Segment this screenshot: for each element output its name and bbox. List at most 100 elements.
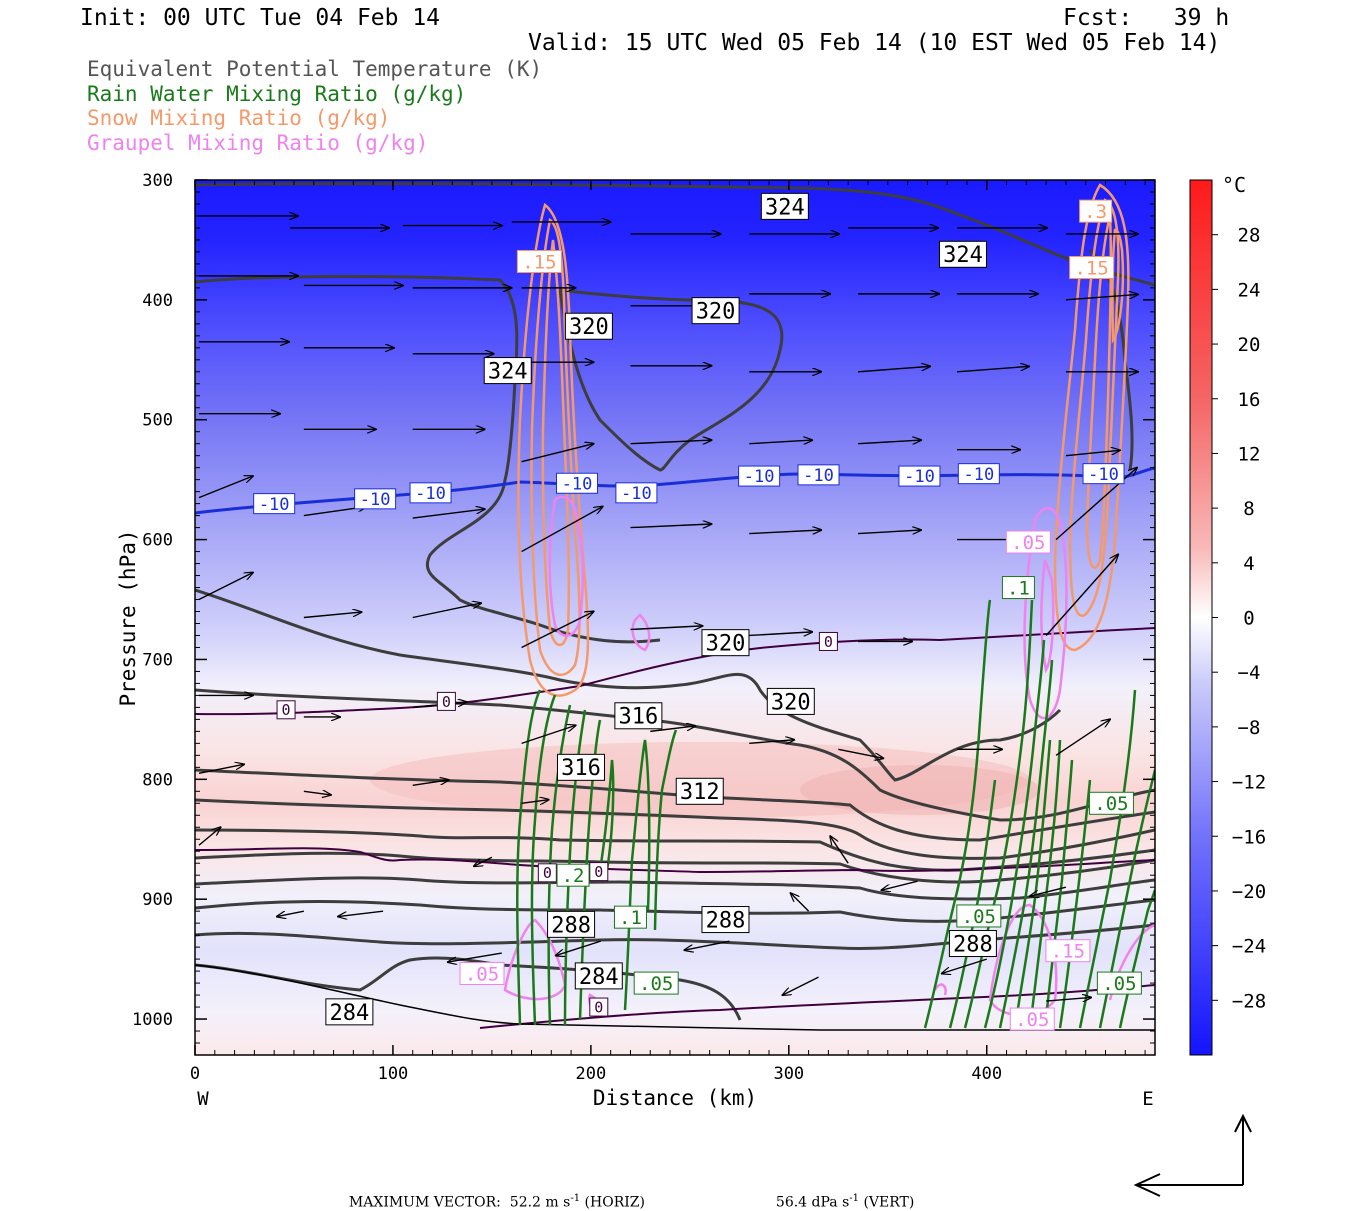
wind-vector bbox=[412, 603, 481, 619]
freezing-label-box bbox=[276, 700, 296, 720]
graupel-label: .05 bbox=[1015, 1009, 1049, 1031]
wind-vector bbox=[303, 791, 331, 795]
rain-label-box bbox=[1096, 971, 1142, 995]
isotherm-label: -10 bbox=[803, 466, 834, 486]
colorbar-tick-label: −16 bbox=[1232, 826, 1266, 848]
wind-vector bbox=[1065, 450, 1120, 457]
horiz-exponent: -1 bbox=[570, 1193, 581, 1204]
wind-vector bbox=[556, 940, 601, 955]
wind-vector bbox=[448, 952, 502, 962]
legend-snow: Snow Mixing Ratio (g/kg) bbox=[87, 106, 391, 130]
wind-vector bbox=[630, 524, 711, 528]
isotherm-label-box bbox=[1082, 463, 1125, 485]
graupel-label: .15 bbox=[1051, 941, 1085, 963]
wind-vector bbox=[338, 910, 384, 916]
rain-label: .05 bbox=[639, 973, 673, 995]
theta-e-label: 324 bbox=[943, 243, 983, 268]
isotherm-label-box bbox=[253, 493, 296, 515]
isotherm-zero bbox=[195, 627, 1155, 716]
theta-e-316 bbox=[195, 688, 1155, 822]
wind-vector bbox=[858, 530, 921, 534]
isotherm-label: -10 bbox=[259, 495, 290, 515]
theta-e-label-box bbox=[939, 240, 987, 268]
theta-e-296 bbox=[195, 876, 1155, 901]
x-east-label: E bbox=[1142, 1088, 1153, 1110]
x-tick-label: 0 bbox=[190, 1064, 200, 1084]
isotherm-label: -10 bbox=[621, 484, 652, 504]
rain-label-box bbox=[613, 905, 647, 929]
freezing-label: 0 bbox=[594, 998, 603, 1016]
freezing-label-box bbox=[589, 862, 609, 882]
contour-labels: 324 324 320 320 324 320 320 316 316 312 288 288 288 2… bbox=[253, 192, 1142, 1031]
theta-e-label: 320 bbox=[569, 315, 609, 340]
theta-e-324-upper bbox=[195, 182, 1155, 287]
theta-e-label-box bbox=[701, 906, 750, 934]
wind-vector bbox=[749, 440, 812, 444]
wind-vector bbox=[858, 440, 921, 444]
theta-e-324-left bbox=[195, 274, 661, 644]
isotherm-zero-lower bbox=[195, 847, 1155, 874]
isotherm-label: -10 bbox=[415, 484, 446, 504]
snow-label: .15 bbox=[522, 251, 556, 273]
wind-vector bbox=[198, 764, 244, 775]
colorbar-tick-label: −20 bbox=[1232, 881, 1266, 903]
wind-vector bbox=[474, 856, 493, 866]
colorbar-tick-label: 0 bbox=[1243, 608, 1254, 630]
rain-label: .05 bbox=[1094, 793, 1128, 815]
colorbar-tick-label: −4 bbox=[1238, 662, 1261, 684]
wind-vector bbox=[1030, 886, 1067, 896]
snow-label: .3 bbox=[1084, 201, 1107, 223]
theta-e-292 bbox=[195, 898, 1155, 923]
isotherm-label: -10 bbox=[744, 467, 775, 487]
freezing-label: 0 bbox=[543, 864, 552, 882]
theta-e-label-box bbox=[948, 930, 997, 958]
theta-e-label-box bbox=[675, 777, 724, 805]
x-tick-label: 300 bbox=[773, 1064, 804, 1084]
valid-time: Valid: 15 UTC Wed 05 Feb 14 (10 EST Wed … bbox=[528, 30, 1221, 56]
colorbar-tick-label: 12 bbox=[1238, 443, 1261, 465]
x-tick-label: 200 bbox=[576, 1064, 607, 1084]
y-tick-label: 500 bbox=[142, 411, 173, 431]
wind-vector bbox=[749, 632, 812, 636]
rain-label-box bbox=[1001, 576, 1035, 600]
theta-e-label: 284 bbox=[330, 1001, 370, 1026]
theta-e-label-box bbox=[564, 312, 613, 340]
plot-frame bbox=[194, 179, 1156, 1056]
y-tick-label: 300 bbox=[142, 171, 173, 191]
rain-label: .1 bbox=[1007, 577, 1030, 599]
rain-label-box bbox=[956, 904, 1002, 928]
freezing-label-box bbox=[589, 997, 609, 1017]
legend-rain: Rain Water Mixing Ratio (g/kg) bbox=[87, 82, 467, 106]
isotherm-label-box bbox=[738, 465, 781, 487]
theta-e-label-box bbox=[547, 910, 596, 938]
rain-label: .05 bbox=[962, 906, 996, 928]
freezing-label-box bbox=[436, 691, 456, 711]
vert-exponent: -1 bbox=[849, 1193, 860, 1204]
rain-label-box bbox=[633, 971, 679, 995]
wind-vector bbox=[198, 827, 221, 846]
wind-vector bbox=[198, 573, 253, 601]
rain-label: .2 bbox=[562, 865, 585, 887]
isotherm-label: -10 bbox=[1088, 465, 1119, 485]
y-tick-label: 700 bbox=[142, 650, 173, 670]
wind-vector bbox=[521, 725, 576, 745]
wind-vector bbox=[521, 800, 549, 804]
colorbar-tick-label: 20 bbox=[1238, 334, 1261, 356]
colorbar-ticks: 28 24 20 16 12 8 4 0 −4 −8 −12 −16 −20 −24 −28 bbox=[1212, 225, 1266, 1012]
theta-e-label: 316 bbox=[561, 756, 601, 781]
wind-vector bbox=[749, 530, 821, 534]
snow-label-box bbox=[516, 250, 562, 274]
y-tick-label: 600 bbox=[142, 531, 173, 551]
wind-vector bbox=[412, 509, 485, 519]
snow-label-box bbox=[1079, 199, 1113, 223]
colorbar-tick-label: 4 bbox=[1243, 553, 1254, 575]
footer-max-vector: MAXIMUM VECTOR: 52.2 m s-1 (HORIZ) bbox=[340, 1177, 645, 1211]
colorbar-tick-label: 24 bbox=[1238, 279, 1261, 301]
isotherm-label: -10 bbox=[963, 465, 994, 485]
wind-vector bbox=[791, 893, 810, 912]
freezing-label: 0 bbox=[594, 863, 603, 881]
colorbar-tick-label: −8 bbox=[1238, 717, 1261, 739]
colorbar-tick-label: 16 bbox=[1238, 389, 1261, 411]
isotherm-label: -10 bbox=[360, 490, 391, 510]
vert-tag: (VERT) bbox=[863, 1194, 915, 1211]
